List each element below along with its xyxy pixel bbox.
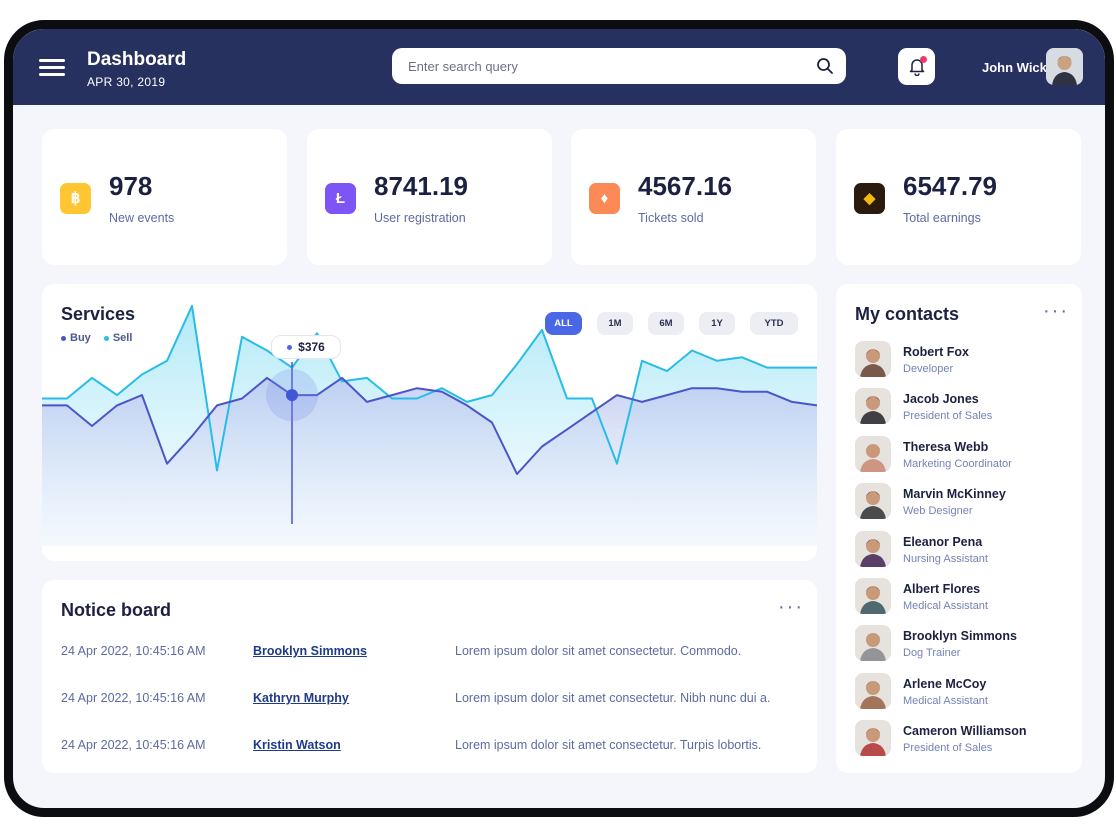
- chart-legend: Buy Sell: [61, 332, 142, 344]
- app-frame: Dashboard APR 30, 2019 John Wick: [4, 20, 1114, 817]
- binance-icon: ◆: [854, 183, 885, 214]
- services-card: Services Buy Sell ALL 1M 6M 1Y YTD $376: [42, 284, 817, 561]
- notice-message: Lorem ipsum dolor sit amet consectetur. …: [455, 644, 742, 658]
- user-avatar[interactable]: [1046, 48, 1083, 85]
- contact-name: Brooklyn Simmons: [903, 629, 1017, 644]
- more-options-icon[interactable]: ···: [778, 596, 804, 618]
- contact-role: Medical Assistant: [903, 694, 988, 707]
- contact-name: Albert Flores: [903, 582, 981, 596]
- range-6m-button[interactable]: 6M: [648, 312, 684, 335]
- user-name: John Wick: [982, 60, 1047, 75]
- notice-author-link[interactable]: Kristin Watson: [253, 738, 341, 752]
- legend-sell: Sell: [103, 332, 132, 344]
- contacts-title: My contacts: [855, 304, 960, 324]
- contact-item[interactable]: Robert Fox Developer: [855, 341, 1070, 379]
- page-title: Dashboard: [87, 49, 187, 70]
- contact-avatar: [855, 720, 891, 757]
- stat-card-new-events[interactable]: ฿ 978 New events: [42, 129, 287, 265]
- notice-author-link[interactable]: Brooklyn Simmons: [253, 644, 367, 658]
- contact-role: Dog Trainer: [903, 647, 961, 660]
- stat-value: 4567.16: [638, 171, 732, 201]
- notice-board-card: Notice board ··· 24 Apr 2022, 10:45:16 A…: [42, 580, 817, 773]
- stat-label: Total earnings: [903, 211, 981, 225]
- notice-date: 24 Apr 2022, 10:45:16 AM: [61, 738, 206, 752]
- contact-avatar: [855, 435, 891, 472]
- contact-avatar: [855, 672, 891, 709]
- notice-message: Lorem ipsum dolor sit amet consectetur. …: [455, 691, 771, 705]
- contact-role: Marketing Coordinator: [903, 457, 1012, 470]
- more-options-icon[interactable]: ···: [1043, 300, 1069, 322]
- ethereum-icon: ♦: [589, 183, 620, 214]
- page-date: APR 30, 2019: [87, 75, 166, 89]
- menu-icon[interactable]: [39, 59, 65, 77]
- bell-icon: [909, 59, 925, 76]
- contact-role: Nursing Assistant: [903, 552, 988, 565]
- contact-item[interactable]: Cameron Williamson President of Sales: [855, 720, 1070, 758]
- stat-card-total-earnings[interactable]: ◆ 6547.79 Total earnings: [836, 129, 1081, 265]
- contact-item[interactable]: Brooklyn Simmons Dog Trainer: [855, 625, 1070, 663]
- contact-avatar: [855, 530, 891, 567]
- notification-dot: [920, 56, 927, 63]
- notice-message: Lorem ipsum dolor sit amet consectetur. …: [455, 738, 762, 752]
- area-buy: [42, 377, 817, 546]
- services-title: Services: [61, 304, 136, 324]
- top-bar: Dashboard APR 30, 2019 John Wick: [13, 29, 1105, 105]
- contact-name: Marvin McKinney: [903, 487, 1006, 502]
- line-sell: [42, 304, 817, 472]
- contact-role: Developer: [903, 363, 954, 375]
- contact-avatar: [855, 388, 891, 425]
- range-all-button[interactable]: ALL: [545, 312, 582, 335]
- chart-tooltip: $376: [271, 335, 341, 359]
- stat-label: User registration: [374, 211, 466, 225]
- range-1m-button[interactable]: 1M: [597, 312, 633, 335]
- stat-value: 6547.79: [903, 171, 997, 201]
- legend-buy: Buy: [61, 332, 91, 344]
- contact-avatar: [855, 341, 891, 377]
- contact-name: Cameron Williamson: [903, 724, 1027, 739]
- contact-name: Eleanor Pena: [903, 534, 983, 549]
- search-bar: [392, 48, 846, 84]
- contact-name: Arlene McCoy: [903, 676, 987, 691]
- litecoin-icon: Ł: [325, 183, 356, 214]
- range-ytd-button[interactable]: YTD: [750, 312, 798, 335]
- contact-item[interactable]: Theresa Webb Marketing Coordinator: [855, 435, 1070, 474]
- notice-date: 24 Apr 2022, 10:45:16 AM: [61, 644, 206, 658]
- contact-role: Medical Assistant: [903, 600, 988, 612]
- stat-card-user-registration[interactable]: Ł 8741.19 User registration: [307, 129, 552, 265]
- services-chart: [42, 304, 817, 546]
- contact-item[interactable]: Marvin McKinney Web Designer: [855, 483, 1070, 521]
- contact-item[interactable]: Jacob Jones President of Sales: [855, 388, 1070, 426]
- stat-label: New events: [109, 211, 175, 225]
- range-1y-button[interactable]: 1Y: [699, 312, 735, 335]
- notice-row: 24 Apr 2022, 10:45:16 AM Kristin Watson …: [61, 738, 801, 760]
- search-icon[interactable]: [816, 57, 834, 75]
- notice-board-title: Notice board: [61, 600, 172, 620]
- stat-value: 978: [109, 171, 153, 201]
- contact-item[interactable]: Eleanor Pena Nursing Assistant: [855, 530, 1070, 569]
- search-input[interactable]: [392, 48, 792, 84]
- contact-avatar: [855, 625, 891, 662]
- contact-role: Web Designer: [903, 505, 973, 518]
- bitcoin-icon: ฿: [60, 183, 91, 214]
- stat-value: 8741.19: [374, 171, 468, 201]
- line-buy: [42, 376, 817, 475]
- notice-date: 24 Apr 2022, 10:45:16 AM: [61, 691, 206, 705]
- contact-role: President of Sales: [903, 410, 993, 423]
- notice-row: 24 Apr 2022, 10:45:16 AM Kathryn Murphy …: [61, 691, 801, 713]
- contact-name: Theresa Webb: [903, 439, 989, 454]
- notice-row: 24 Apr 2022, 10:45:16 AM Brooklyn Simmon…: [61, 644, 801, 666]
- stat-label: Tickets sold: [638, 211, 704, 225]
- contact-item[interactable]: Albert Flores Medical Assistant: [855, 578, 1070, 616]
- stat-card-tickets-sold[interactable]: ♦ 4567.16 Tickets sold: [571, 129, 816, 265]
- notification-button[interactable]: [898, 48, 935, 85]
- contacts-card: My contacts ··· Robert Fox Developer Jacob…: [836, 284, 1082, 773]
- contact-avatar: [855, 483, 891, 520]
- highlight-point[interactable]: [286, 389, 298, 402]
- contact-role: President of Sales: [903, 742, 993, 755]
- contact-name: Jacob Jones: [903, 392, 979, 407]
- contact-item[interactable]: Arlene McCoy Medical Assistant: [855, 672, 1070, 711]
- contact-name: Robert Fox: [903, 345, 969, 359]
- notice-author-link[interactable]: Kathryn Murphy: [253, 691, 349, 705]
- contact-avatar: [855, 578, 891, 614]
